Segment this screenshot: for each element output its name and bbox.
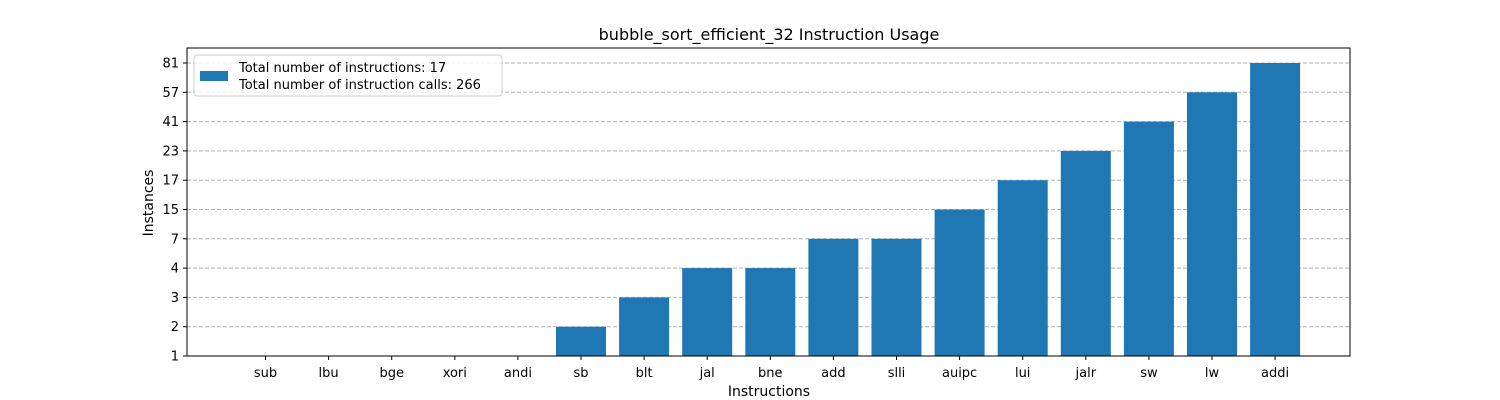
plot-frame	[186, 47, 1351, 357]
x-tick-label: auipc	[942, 366, 977, 381]
bar-jalr	[1060, 150, 1111, 356]
legend-line-instructions: Total number of instructions: 17	[238, 61, 446, 76]
y-tick-label: 41	[162, 115, 179, 130]
x-tick-label: lw	[1205, 366, 1220, 381]
y-tick-label: 4	[171, 262, 179, 277]
x-tick-label: andi	[504, 366, 532, 381]
x-tick-label: bne	[758, 366, 783, 381]
x-tick-label: addi	[1261, 366, 1289, 381]
y-tick-label: 2	[171, 320, 179, 335]
x-tick-label: sb	[573, 366, 588, 381]
bar-lw	[1187, 92, 1237, 357]
legend-line-calls: Total number of instruction calls: 266	[238, 78, 481, 93]
x-tick-label: blt	[636, 366, 653, 381]
legend: Total number of instructions: 17 Total n…	[193, 54, 503, 97]
x-tick-label: bge	[379, 366, 404, 381]
y-tick-label: 17	[162, 174, 179, 189]
y-axis-label: Instances	[141, 170, 157, 237]
x-tick-label: sub	[254, 366, 277, 381]
x-tick-label: slli	[888, 366, 906, 381]
bar-blt	[619, 297, 670, 356]
bar-sb	[556, 326, 606, 356]
bar-bne	[745, 268, 796, 356]
bars	[556, 63, 1301, 357]
y-tick-label: 81	[162, 57, 179, 72]
x-tick-label: lbu	[319, 366, 339, 381]
y-tick-label: 7	[171, 232, 179, 247]
bar-addi	[1250, 63, 1301, 356]
legend-box	[193, 54, 503, 97]
bar-sw	[1123, 121, 1174, 356]
bar-add	[808, 238, 859, 356]
x-tick-label: sw	[1140, 366, 1158, 381]
y-tick-label: 15	[162, 203, 179, 218]
bar-jal	[682, 268, 733, 356]
y-tick-label: 23	[162, 144, 179, 159]
chart-title: bubble_sort_efficient_32 Instruction Usa…	[599, 25, 940, 45]
legend-swatch	[200, 71, 228, 81]
y-tick-label: 3	[171, 291, 179, 306]
x-tick-label: jalr	[1075, 366, 1097, 381]
x-tick-label: xori	[443, 366, 467, 381]
bar-auipc	[934, 209, 985, 356]
bar-lui	[997, 180, 1048, 356]
x-tick-label: lui	[1015, 366, 1030, 381]
bar-slli	[871, 238, 922, 356]
x-axis-ticks: sub lbu bge xori andi sb blt jal bne add slli auipc…	[254, 356, 1289, 381]
x-tick-label: add	[821, 366, 845, 381]
x-axis-label: Instructions	[728, 384, 810, 400]
x-tick-label: jal	[699, 366, 715, 381]
y-tick-label: 1	[171, 350, 179, 365]
y-tick-label: 57	[162, 86, 179, 101]
